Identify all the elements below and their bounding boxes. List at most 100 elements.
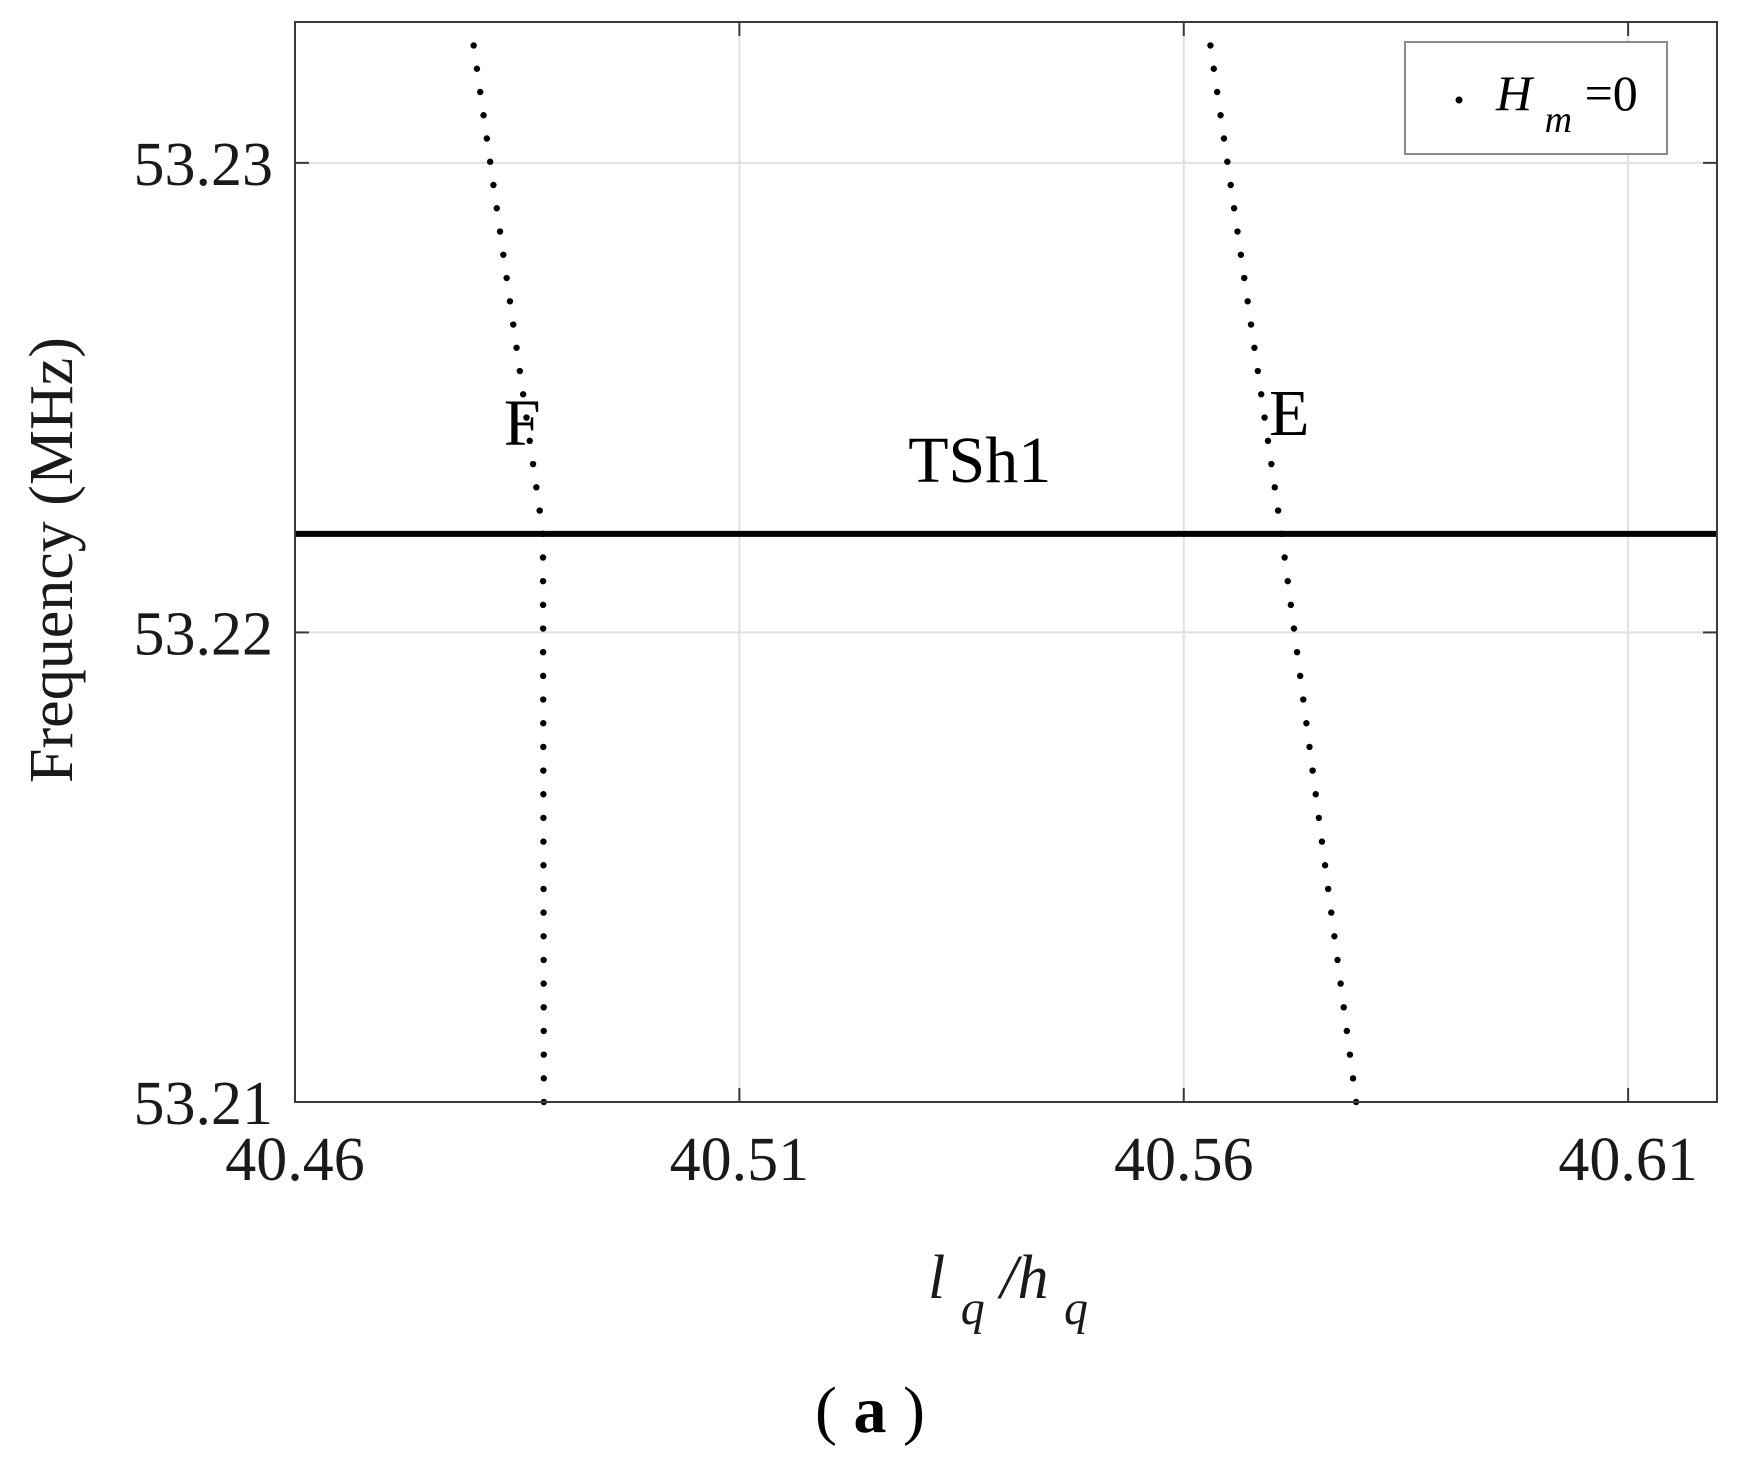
data-point — [540, 933, 547, 940]
data-point — [1324, 885, 1332, 893]
data-point — [1349, 1075, 1357, 1082]
annotation-layer: F E TSh1 — [504, 377, 1310, 497]
data-point — [1230, 205, 1238, 212]
data-point — [1207, 42, 1214, 49]
data-point — [1328, 909, 1335, 916]
data-point — [480, 112, 487, 119]
data-point — [1306, 743, 1313, 751]
data-point — [503, 274, 510, 282]
tick-layer: 40.46 40.51 40.56 40.61 53.21 53.22 53.23 — [134, 22, 1717, 1194]
data-point — [1309, 767, 1316, 774]
data-point — [1318, 838, 1326, 845]
data-point — [540, 1027, 547, 1035]
caption-close: ) — [903, 1374, 925, 1447]
data-point — [540, 885, 547, 893]
data-point — [1244, 298, 1251, 305]
data-point — [1334, 956, 1341, 964]
data-point — [529, 460, 537, 468]
data-point — [1264, 437, 1272, 445]
data-point — [540, 909, 547, 916]
data-point — [516, 367, 524, 375]
data-point — [1287, 601, 1295, 609]
x-tick-label: 40.46 — [225, 1126, 365, 1194]
data-point — [1247, 321, 1255, 328]
data-point — [1271, 484, 1278, 491]
data-point — [1224, 158, 1231, 165]
data-point — [483, 135, 491, 142]
grid — [295, 22, 1717, 1102]
data-point — [539, 672, 547, 680]
svg-text:H m =0: H m =0 — [1495, 65, 1638, 143]
data-point — [1315, 814, 1323, 822]
data-point — [540, 743, 547, 751]
data-point — [490, 181, 497, 189]
x-axis-title-sub1: q — [961, 1282, 985, 1335]
data-point — [540, 696, 547, 703]
data-point — [1312, 791, 1319, 798]
data-point — [1254, 367, 1262, 375]
data-point — [1340, 1004, 1347, 1011]
data-point — [1337, 980, 1344, 987]
plot-frame — [294, 21, 1718, 1103]
series-E — [1207, 42, 1360, 1106]
x-tick-label: 40.56 — [1114, 1126, 1254, 1194]
data-point — [1303, 720, 1310, 727]
data-point — [1274, 507, 1282, 514]
data-point — [506, 298, 514, 305]
x-axis-title-mid: /h — [997, 1244, 1048, 1312]
data-point — [1268, 460, 1275, 468]
data-point — [1293, 648, 1301, 656]
data-point — [1261, 414, 1268, 421]
data-point — [540, 1004, 547, 1011]
data-point — [539, 625, 547, 632]
data-point — [539, 601, 547, 609]
y-tick-label: 53.23 — [134, 131, 274, 199]
data-point — [1290, 625, 1298, 632]
x-tick-label: 40.61 — [1558, 1126, 1698, 1194]
caption-letter: a — [854, 1374, 887, 1447]
data-point — [539, 554, 547, 561]
data-point — [540, 862, 547, 869]
data-point — [513, 344, 520, 351]
data-point — [540, 1051, 547, 1058]
data-point — [486, 158, 494, 165]
data-point — [540, 791, 547, 798]
data-point — [470, 42, 477, 49]
data-point — [540, 838, 547, 845]
data-point — [1281, 554, 1288, 561]
data-point — [1257, 391, 1265, 398]
data-point — [1331, 933, 1338, 940]
y-axis-title: Frequency (MHz) — [18, 337, 86, 783]
data-point — [536, 507, 543, 514]
data-point — [1343, 1027, 1351, 1035]
data-point — [539, 577, 547, 585]
data-point — [1296, 672, 1304, 680]
data-point — [1321, 862, 1329, 869]
series-layer — [470, 42, 1360, 1106]
data-point — [1300, 696, 1307, 703]
data-point — [1237, 251, 1245, 258]
data-point — [533, 484, 540, 491]
data-point — [500, 251, 507, 258]
data-point — [540, 720, 547, 727]
data-point — [496, 228, 504, 235]
data-point — [1284, 577, 1291, 585]
series-F — [470, 42, 548, 1106]
data-point — [1346, 1051, 1354, 1058]
annotation-TSh1: TSh1 — [908, 424, 1051, 497]
x-axis-title-main: l — [928, 1244, 945, 1312]
data-point — [523, 414, 530, 421]
legend-box — [1404, 41, 1668, 155]
data-point — [1227, 181, 1234, 189]
data-point — [526, 437, 533, 445]
data-point — [1241, 274, 1248, 282]
data-point — [1217, 112, 1224, 119]
data-point — [1220, 135, 1228, 142]
data-point — [519, 391, 527, 398]
legend-label-sub: m — [1545, 99, 1572, 141]
legend-label-main: H — [1495, 65, 1535, 121]
data-point — [477, 88, 484, 96]
legend: H m =0 — [1404, 41, 1668, 155]
caption-open: ( — [815, 1374, 837, 1447]
